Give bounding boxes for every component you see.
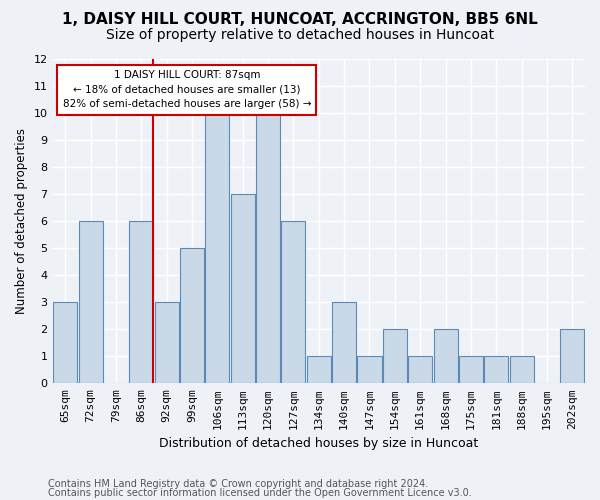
Bar xyxy=(307,356,331,384)
Bar xyxy=(408,356,432,384)
X-axis label: Distribution of detached houses by size in Huncoat: Distribution of detached houses by size … xyxy=(159,437,478,450)
Bar xyxy=(560,330,584,384)
Bar xyxy=(332,302,356,384)
Bar xyxy=(383,330,407,384)
Bar xyxy=(459,356,483,384)
Bar xyxy=(434,330,458,384)
Text: 1 DAISY HILL COURT: 87sqm
← 18% of detached houses are smaller (13)
82% of semi-: 1 DAISY HILL COURT: 87sqm ← 18% of detac… xyxy=(62,70,311,110)
Bar xyxy=(230,194,255,384)
Bar xyxy=(281,221,305,384)
Y-axis label: Number of detached properties: Number of detached properties xyxy=(15,128,28,314)
Text: Size of property relative to detached houses in Huncoat: Size of property relative to detached ho… xyxy=(106,28,494,42)
Bar xyxy=(256,113,280,384)
Text: Contains HM Land Registry data © Crown copyright and database right 2024.: Contains HM Land Registry data © Crown c… xyxy=(48,479,428,489)
Bar xyxy=(484,356,508,384)
Text: Contains public sector information licensed under the Open Government Licence v3: Contains public sector information licen… xyxy=(48,488,472,498)
Bar xyxy=(358,356,382,384)
Text: 1, DAISY HILL COURT, HUNCOAT, ACCRINGTON, BB5 6NL: 1, DAISY HILL COURT, HUNCOAT, ACCRINGTON… xyxy=(62,12,538,28)
Bar xyxy=(509,356,533,384)
Bar xyxy=(53,302,77,384)
Bar xyxy=(129,221,154,384)
Bar xyxy=(155,302,179,384)
Bar xyxy=(180,248,204,384)
Bar xyxy=(205,113,229,384)
Bar xyxy=(79,221,103,384)
